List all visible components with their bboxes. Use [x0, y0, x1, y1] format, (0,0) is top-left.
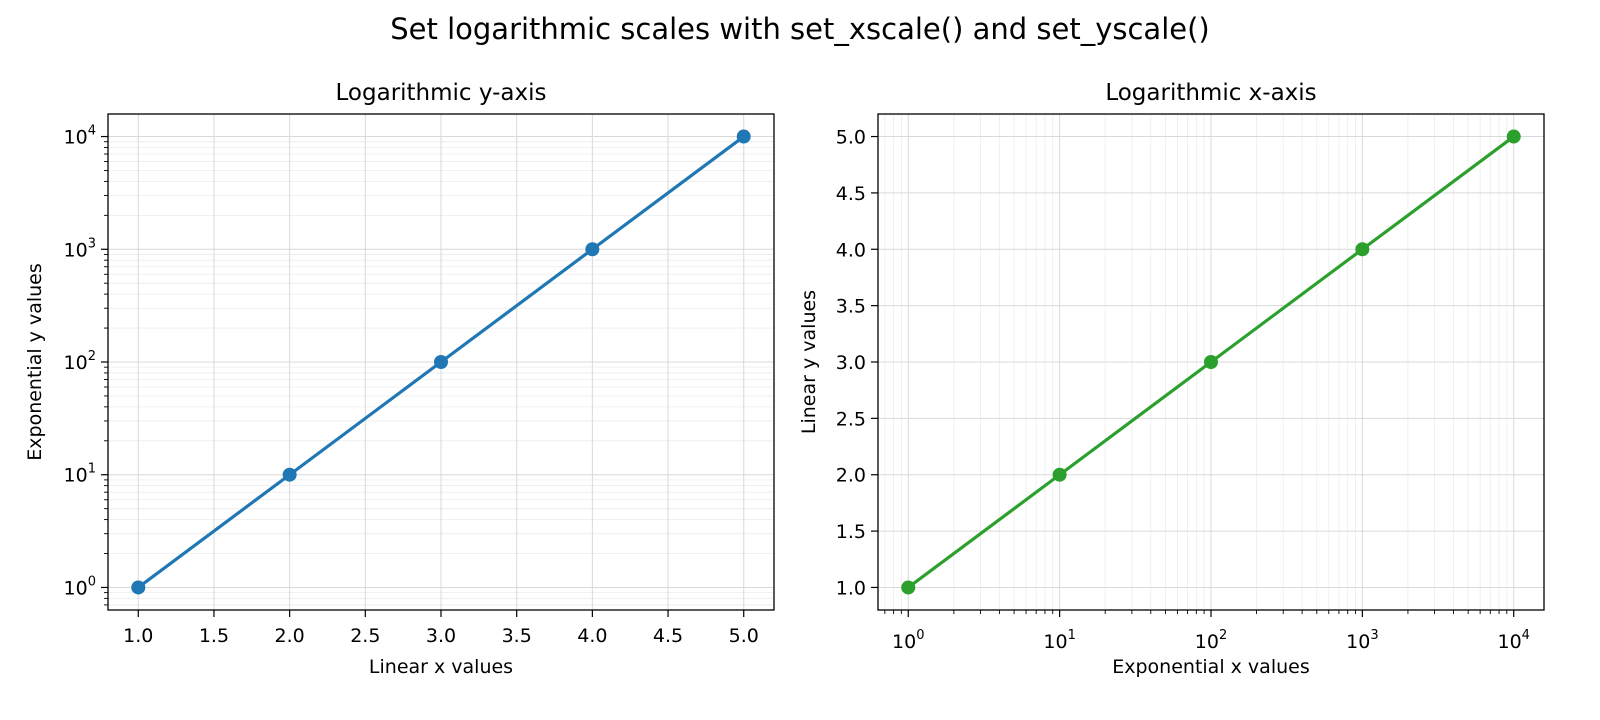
x-tick-label: 1.0	[123, 625, 153, 647]
x-axis-label: Linear x values	[369, 656, 513, 678]
figure-suptitle: Set logarithmic scales with set_xscale()…	[390, 12, 1209, 46]
x-tick-label: 4.0	[577, 625, 607, 647]
y-tick-label: 103	[64, 236, 96, 261]
y-tick-label: 104	[64, 124, 96, 149]
data-point	[1506, 129, 1521, 144]
y-axis-label: Linear y values	[798, 290, 820, 434]
x-tick-label: 1.5	[199, 625, 229, 647]
y-tick-label: 3.5	[836, 296, 866, 318]
x-tick-label: 100	[892, 628, 924, 653]
y-tick-label: 4.0	[836, 239, 866, 261]
data-point	[901, 580, 916, 595]
y-tick-label: 1.5	[836, 521, 866, 543]
data-point	[434, 355, 448, 370]
y-tick-label: 2.0	[836, 465, 866, 487]
x-tick-label: 103	[1346, 628, 1378, 653]
y-tick-label: 3.0	[836, 352, 866, 374]
y-tick-label: 101	[64, 462, 96, 487]
x-tick-label: 102	[1195, 628, 1227, 653]
subplot-log-x: 100 101 102 103 104 1.0 1.5 2.0 2.5 3.0 3.5 4.0 4.5 5…	[798, 80, 1545, 678]
data-point	[1052, 467, 1067, 482]
subplot-title: Logarithmic x-axis	[1105, 80, 1316, 106]
data-point	[736, 129, 751, 144]
y-axis-label: Exponential y values	[24, 263, 46, 460]
x-tick-label: 4.5	[653, 625, 683, 647]
data-point	[282, 467, 297, 482]
data-point	[585, 242, 600, 257]
y-tick-label: 1.0	[836, 577, 866, 599]
x-axis-label: Exponential x values	[1112, 656, 1309, 678]
x-tick-label: 104	[1497, 628, 1529, 653]
data-point	[1355, 242, 1370, 257]
x-tick-label: 2.5	[350, 625, 380, 647]
y-tick-label: 102	[64, 349, 96, 374]
x-tick-label: 2.0	[275, 625, 305, 647]
y-tick-label: 2.5	[836, 408, 866, 430]
subplot-title: Logarithmic y-axis	[336, 80, 547, 106]
data-point	[1203, 355, 1218, 369]
x-tick-label: 5.0	[729, 625, 759, 647]
x-tick-label: 3.0	[426, 625, 456, 647]
x-tick-label: 101	[1043, 628, 1075, 653]
y-tick-label: 5.0	[836, 127, 866, 149]
data-point	[131, 580, 146, 595]
y-tick-label: 100	[64, 574, 96, 599]
x-tick-label: 3.5	[502, 625, 532, 647]
y-tick-label: 4.5	[836, 183, 866, 205]
subplot-log-y: 1.0 1.5 2.0 2.5 3.0 3.5 4.0 4.5 5.0 100 101 102 103 1…	[24, 80, 775, 678]
